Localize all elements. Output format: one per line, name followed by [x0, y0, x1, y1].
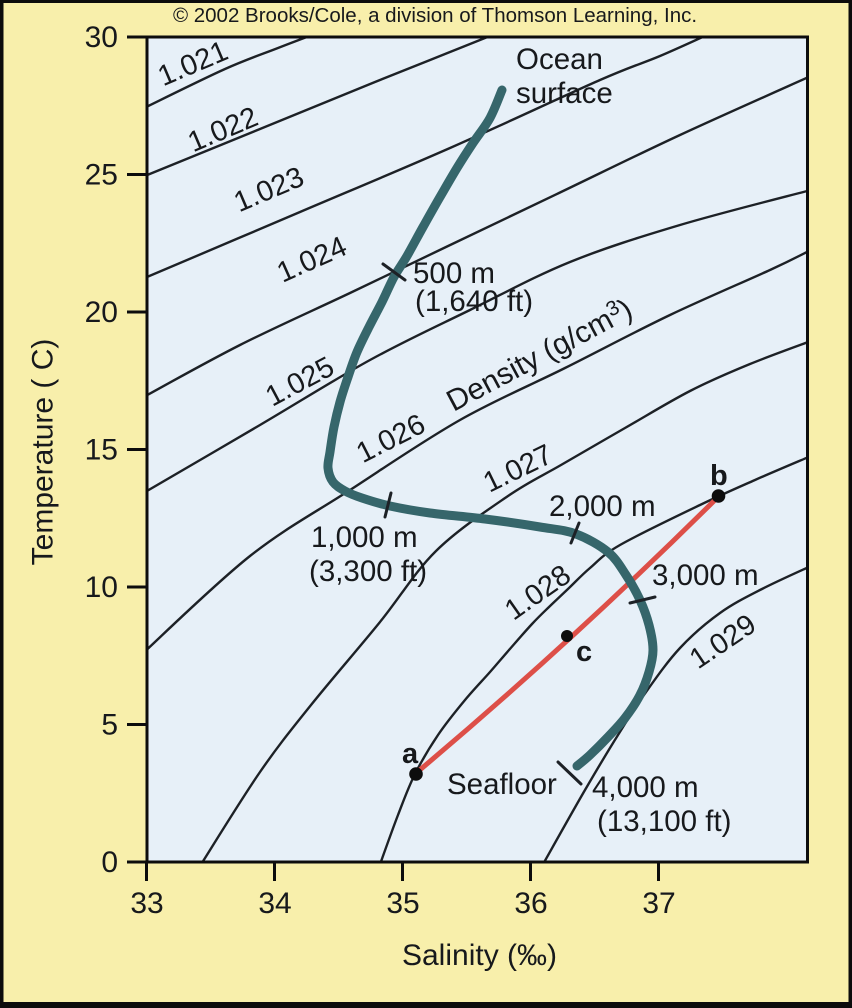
svg-text:0: 0 [101, 846, 118, 879]
svg-text:30: 30 [85, 21, 118, 54]
svg-text:34: 34 [258, 887, 291, 920]
svg-text:37: 37 [642, 887, 675, 920]
svg-text:Seafloor: Seafloor [447, 768, 557, 801]
svg-text:1,000 m: 1,000 m [311, 521, 418, 554]
svg-text:35: 35 [386, 887, 419, 920]
svg-text:(3,300 ft): (3,300 ft) [309, 555, 427, 588]
svg-text:© 2002 Brooks/Cole, a division: © 2002 Brooks/Cole, a division of Thomso… [173, 4, 697, 27]
svg-text:36: 36 [514, 887, 547, 920]
svg-text:33: 33 [130, 887, 163, 920]
svg-text:(1,640 ft): (1,640 ft) [415, 285, 533, 318]
svg-text:3,000 m: 3,000 m [652, 559, 759, 592]
svg-text:500 m: 500 m [413, 257, 495, 290]
svg-text:(13,100 ft): (13,100 ft) [597, 805, 731, 838]
svg-text:25: 25 [85, 159, 118, 192]
svg-text:surface: surface [516, 77, 613, 110]
svg-text:Salinity (‰): Salinity (‰) [402, 939, 557, 972]
svg-text:a: a [402, 738, 419, 770]
svg-text:Temperature ( C): Temperature ( C) [27, 339, 60, 566]
svg-text:5: 5 [101, 709, 118, 742]
svg-text:Ocean: Ocean [516, 43, 603, 76]
svg-text:20: 20 [85, 296, 118, 329]
svg-text:b: b [710, 460, 728, 492]
svg-text:2,000 m: 2,000 m [549, 490, 656, 523]
svg-text:10: 10 [85, 571, 118, 604]
svg-text:15: 15 [85, 434, 118, 467]
svg-text:c: c [576, 636, 592, 668]
svg-text:4,000 m: 4,000 m [592, 771, 699, 804]
